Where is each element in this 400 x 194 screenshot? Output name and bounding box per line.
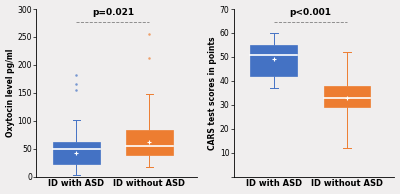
Text: p<0.001: p<0.001: [290, 8, 332, 17]
Text: p=0.021: p=0.021: [92, 8, 134, 17]
Y-axis label: CARS test scores in points: CARS test scores in points: [208, 36, 217, 150]
Y-axis label: Oxytocin level pg/ml: Oxytocin level pg/ml: [6, 49, 14, 137]
Bar: [324, 86, 370, 107]
Bar: [126, 130, 173, 155]
Bar: [53, 142, 100, 164]
Bar: [250, 45, 297, 76]
